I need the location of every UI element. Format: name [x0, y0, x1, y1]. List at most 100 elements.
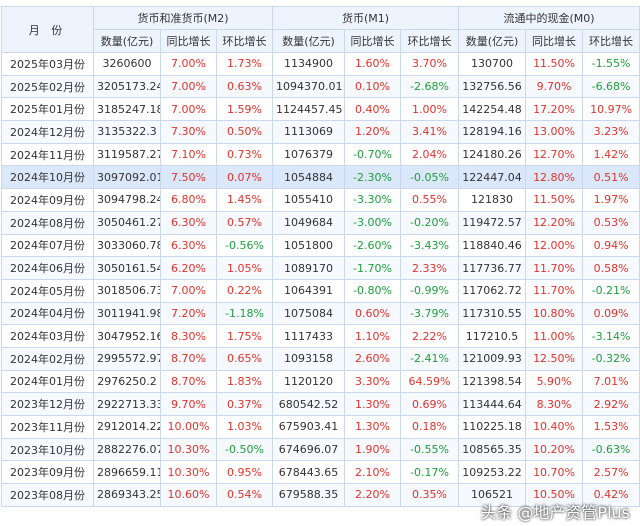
m2-mom-cell: 0.22% [215, 278, 274, 303]
m2-mom-cell: 0.95% [215, 460, 274, 485]
m2-mom-cell: 1.05% [215, 256, 274, 280]
m0-amount-cell: 128194.16 [458, 120, 527, 144]
m0-amount-cell: 119472.57 [458, 210, 527, 235]
m0-yoy-cell: 12.20% [525, 210, 584, 235]
m1-mom-cell: 3.70% [400, 52, 460, 76]
m1-yoy-cell: 1.60% [344, 52, 402, 76]
m2-yoy-cell: 8.70% [160, 369, 217, 394]
m1-amount-cell: 675903.41 [272, 415, 346, 439]
m0-yoy-cell: 12.50% [525, 346, 584, 371]
m0-yoy-cell: 11.70% [525, 256, 584, 280]
month-cell: 2023年10月份 [1, 437, 94, 462]
month-cell: 2024年09月份 [1, 188, 94, 212]
m0-mom-cell: 0.51% [582, 165, 640, 190]
m0-yoy-cell: 17.20% [525, 97, 584, 122]
watermark: 头条 @地产资管Plus [480, 503, 630, 522]
m2-amount-cell: 2896659.11 [93, 460, 161, 485]
table-row: 2024年08月份 3050461.27 6.30% 0.57% 1049684 -3.0… [1, 210, 640, 235]
m1-mom-header: 环比增长 [400, 29, 460, 53]
m2-mom-cell: 1.83% [215, 369, 274, 394]
m2-amount-cell: 2912014.22 [93, 415, 161, 439]
m0-yoy-cell: 11.00% [525, 324, 584, 348]
m1-mom-cell: -0.99% [400, 278, 460, 303]
m1-amount-cell: 678443.65 [272, 460, 346, 485]
table-row: 2023年09月份 2896659.11 10.30% 0.95% 678443.65 2… [1, 460, 640, 485]
m0-mom-cell: -0.21% [582, 278, 640, 303]
month-cell: 2023年09月份 [1, 460, 94, 485]
m2-yoy-cell: 7.50% [160, 165, 217, 190]
m2-amount-cell: 3260600 [93, 52, 161, 76]
m1-mom-cell: -0.17% [400, 460, 460, 485]
m0-amount-cell: 117736.77 [458, 256, 527, 280]
m0-amount-cell: 142254.48 [458, 97, 527, 122]
m2-mom-cell: -0.50% [215, 437, 274, 462]
m0-yoy-header: 同比增长 [525, 29, 584, 53]
m1-yoy-cell: -2.30% [344, 165, 402, 190]
m0-mom-cell: 1.97% [582, 188, 640, 212]
m2-yoy-cell: 7.00% [160, 97, 217, 122]
m0-amount-cell: 108565.35 [458, 437, 527, 462]
table-row: 2025年02月份 3205173.24 7.00% 0.63% 1094370.01 0… [1, 74, 640, 99]
m2-mom-cell: 0.73% [215, 142, 274, 167]
m2-yoy-cell: 7.00% [160, 74, 217, 99]
m0-amount-cell: 132756.56 [458, 74, 527, 99]
m0-mom-cell: -6.68% [582, 74, 640, 99]
m2-yoy-cell: 9.70% [160, 392, 217, 416]
month-cell: 2024年05月份 [1, 278, 94, 303]
m2-mom-header: 环比增长 [215, 29, 274, 53]
m1-yoy-cell: -1.70% [344, 256, 402, 280]
m1-amount-cell: 1055410 [272, 188, 346, 212]
m2-amount-cell: 2922713.33 [93, 392, 161, 416]
m0-mom-cell: 1.53% [582, 415, 640, 439]
m0-amount-header: 数量(亿元) [458, 29, 527, 53]
month-cell: 2024年07月份 [1, 233, 94, 258]
m1-mom-cell: -0.55% [400, 437, 460, 462]
table-row: 2024年05月份 3018506.73 7.00% 0.22% 1064391 -0.8… [1, 278, 640, 303]
month-cell: 2024年12月份 [1, 120, 94, 144]
m2-yoy-cell: 7.20% [160, 301, 217, 326]
m0-yoy-cell: 12.70% [525, 142, 584, 167]
m0-yoy-cell: 12.00% [525, 233, 584, 258]
m2-yoy-cell: 6.30% [160, 210, 217, 235]
m1-mom-cell: 2.04% [400, 142, 460, 167]
m0-amount-cell: 110225.18 [458, 415, 527, 439]
money-supply-table: 月 份 货币和准货币(M2) 货币(M1) 流通中的现金(M0) 数量(亿元) … [1, 6, 640, 507]
table-row: 2024年10月份 3097092.01 7.50% 0.07% 1054884 -2.3… [1, 165, 640, 190]
m0-amount-cell: 121398.54 [458, 369, 527, 394]
m2-amount-cell: 2995572.97 [93, 346, 161, 371]
m1-mom-cell: 0.55% [400, 188, 460, 212]
m1-amount-cell: 1124457.45 [272, 97, 346, 122]
m1-mom-cell: 0.69% [400, 392, 460, 416]
m1-yoy-cell: 2.60% [344, 346, 402, 371]
m0-yoy-cell: 12.80% [525, 165, 584, 190]
m2-yoy-header: 同比增长 [160, 29, 217, 53]
table-row: 2024年01月份 2976250.2 8.70% 1.83% 1120120 3.30%… [1, 369, 640, 394]
m1-mom-cell: -2.41% [400, 346, 460, 371]
m1-yoy-cell: 1.90% [344, 437, 402, 462]
m0-amount-cell: 130700 [458, 52, 527, 76]
m0-mom-cell: 0.94% [582, 233, 640, 258]
m2-yoy-cell: 7.00% [160, 52, 217, 76]
m1-amount-cell: 1049684 [272, 210, 346, 235]
m2-yoy-cell: 8.70% [160, 346, 217, 371]
m1-yoy-cell: 0.60% [344, 301, 402, 326]
m2-amount-cell: 3011941.98 [93, 301, 161, 326]
m0-mom-cell: 0.53% [582, 210, 640, 235]
m2-amount-cell: 3135322.3 [93, 120, 161, 144]
m0-yoy-cell: 5.90% [525, 369, 584, 394]
table-header: 月 份 货币和准货币(M2) 货币(M1) 流通中的现金(M0) 数量(亿元) … [1, 6, 640, 53]
m2-mom-cell: 0.57% [215, 210, 274, 235]
m2-amount-cell: 3205173.24 [93, 74, 161, 99]
m1-mom-cell: 2.33% [400, 256, 460, 280]
m2-mom-cell: 0.07% [215, 165, 274, 190]
table-body: 2025年03月份 3260600 7.00% 1.73% 1134900 1.60% 3.… [1, 52, 640, 507]
month-cell: 2023年12月份 [1, 392, 94, 416]
month-column-header: 月 份 [1, 6, 94, 53]
table-row: 2023年12月份 2922713.33 9.70% 0.37% 680542.52 1.… [1, 392, 640, 416]
m1-yoy-cell: 1.10% [344, 324, 402, 348]
m0-mom-cell: 2.92% [582, 392, 640, 416]
m1-amount-cell: 1113069 [272, 120, 346, 144]
m2-yoy-cell: 10.00% [160, 415, 217, 439]
m0-mom-cell: 0.58% [582, 256, 640, 280]
m1-mom-cell: 3.41% [400, 120, 460, 144]
